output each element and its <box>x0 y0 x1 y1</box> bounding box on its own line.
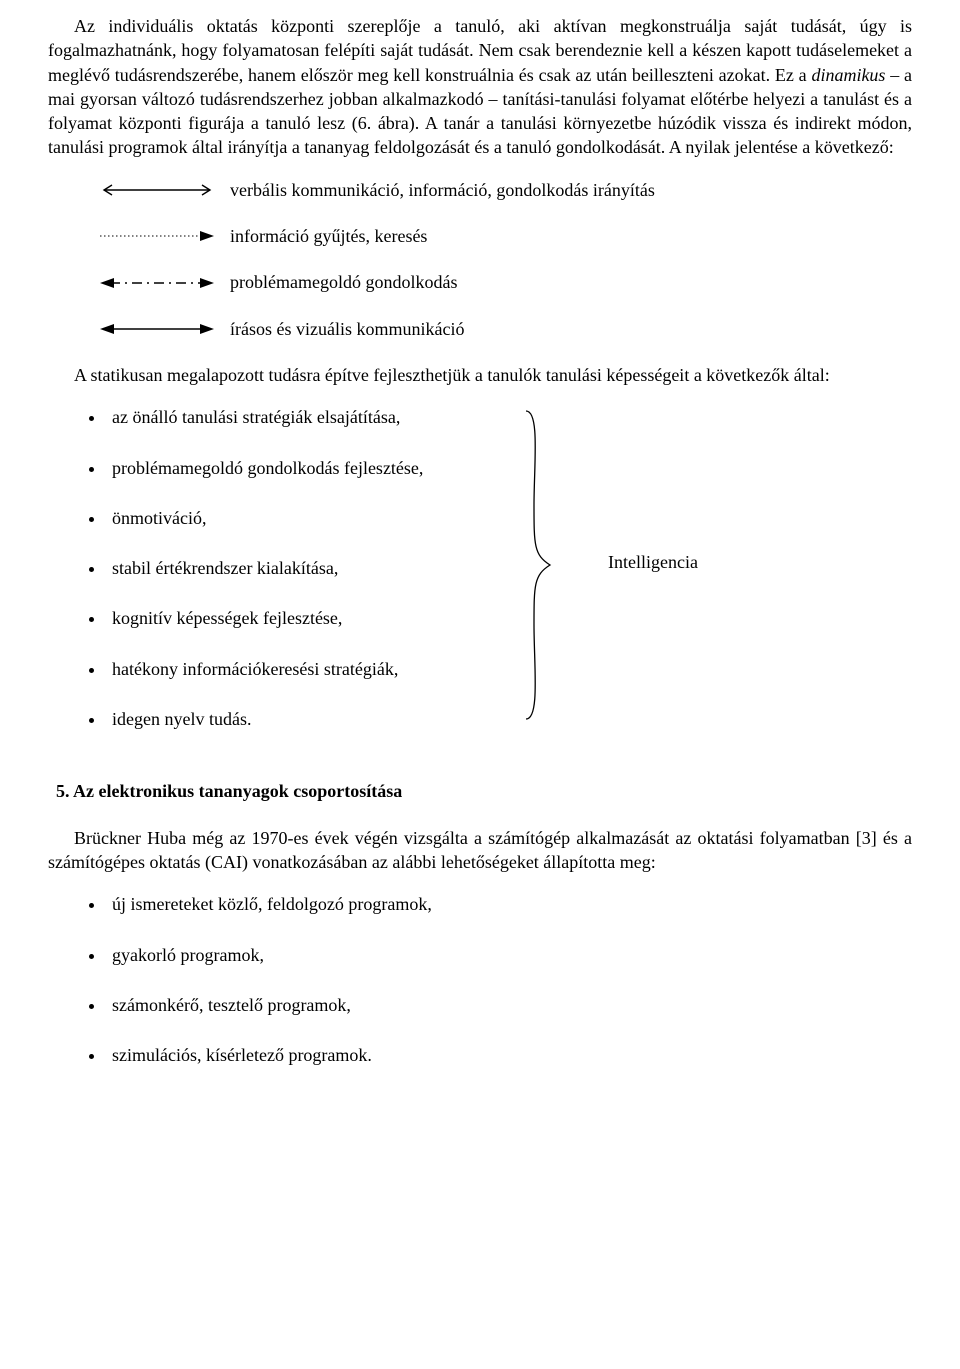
legend-row: verbális kommunikáció, információ, gondo… <box>98 178 912 202</box>
arrow-dotted-icon <box>98 228 216 244</box>
double-arrow-solid-icon <box>98 182 216 198</box>
bullet-list-1: az önálló tanulási stratégiák elsajátítá… <box>106 405 912 731</box>
list-item-text: új ismereteket közlő, feldolgozó program… <box>112 894 432 914</box>
para1-italic: dinamikus <box>811 65 885 85</box>
list-item: stabil értékrendszer kialakítása, <box>106 556 912 580</box>
intelligencia-label: Intelligencia <box>608 550 698 574</box>
list-item: gyakorló programok, <box>106 943 912 967</box>
bullet-list-2: új ismereteket közlő, feldolgozó program… <box>106 892 912 1067</box>
list-item: új ismereteket közlő, feldolgozó program… <box>106 892 912 916</box>
legend-row: problémamegoldó gondolkodás <box>98 270 912 294</box>
paragraph-3: Brückner Huba még az 1970-es évek végén … <box>48 826 912 875</box>
list-item-text: önmotiváció, <box>112 508 206 528</box>
list-item-text: stabil értékrendszer kialakítása, <box>112 558 338 578</box>
legend-label: írásos és vizuális kommunikáció <box>230 317 464 341</box>
list-item-text: hatékony információkeresési stratégiák, <box>112 659 398 679</box>
list-item: számonkérő, tesztelő programok, <box>106 993 912 1017</box>
list-item: szimulációs, kísérletező programok. <box>106 1043 912 1067</box>
list-item-text: az önálló tanulási stratégiák elsajátítá… <box>112 407 400 427</box>
list-item: önmotiváció, <box>106 506 912 530</box>
list-item-text: számonkérő, tesztelő programok, <box>112 995 351 1015</box>
list-item: kognitív képességek fejlesztése, <box>106 606 912 630</box>
list-item-text: gyakorló programok, <box>112 945 264 965</box>
legend-label: problémamegoldó gondolkodás <box>230 270 457 294</box>
legend-label: verbális kommunikáció, információ, gondo… <box>230 178 655 202</box>
list-item: hatékony információkeresési stratégiák, <box>106 657 912 681</box>
legend-row: írásos és vizuális kommunikáció <box>98 317 912 341</box>
list-item-text: kognitív képességek fejlesztése, <box>112 608 342 628</box>
list-item: idegen nyelv tudás. <box>106 707 912 731</box>
arrow-legend: verbális kommunikáció, információ, gondo… <box>98 178 912 341</box>
list-item-text: szimulációs, kísérletező programok. <box>112 1045 372 1065</box>
bullet-brace-group: az önálló tanulási stratégiák elsajátítá… <box>48 405 912 731</box>
legend-row: információ gyűjtés, keresés <box>98 224 912 248</box>
double-arrow-dashdot-icon <box>98 275 216 291</box>
list-item: problémamegoldó gondolkodás fejlesztése, <box>106 456 912 480</box>
double-arrow-solid-filled-icon <box>98 321 216 337</box>
list-item: az önálló tanulási stratégiák elsajátítá… <box>106 405 912 429</box>
legend-label: információ gyűjtés, keresés <box>230 224 427 248</box>
section-heading: 5. Az elektronikus tananyagok csoportosí… <box>56 779 912 803</box>
paragraph-1: Az individuális oktatás központi szerepl… <box>48 14 912 160</box>
paragraph-2: A statikusan megalapozott tudásra építve… <box>48 363 912 387</box>
list-item-text: idegen nyelv tudás. <box>112 709 251 729</box>
para1-text-a: Az individuális oktatás központi szerepl… <box>48 16 912 85</box>
list-item-text: problémamegoldó gondolkodás fejlesztése, <box>112 458 423 478</box>
